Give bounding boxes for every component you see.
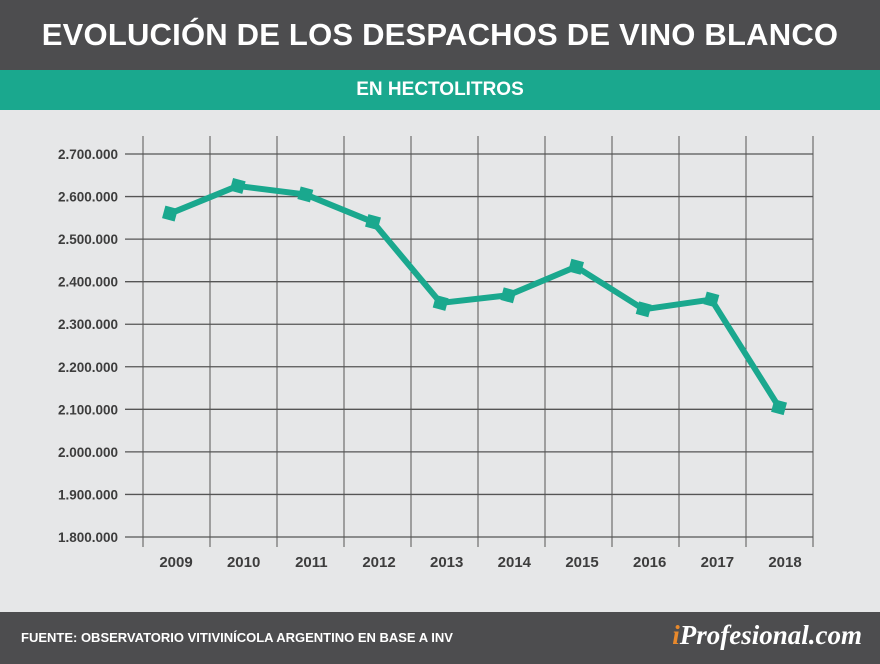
chart-area: 1.800.000 1.900.000 2.000.000 2.100.000 2.20… <box>0 110 880 612</box>
x-tick-label: 2013 <box>430 554 463 571</box>
data-point-marker <box>432 294 449 311</box>
x-tick-label: 2017 <box>701 554 734 571</box>
x-tick-label: 2009 <box>159 554 192 571</box>
y-tick-label: 2.400.000 <box>58 275 118 290</box>
brand-logo-prefix: i <box>672 620 680 650</box>
y-tick-label: 2.000.000 <box>58 445 118 460</box>
y-tick-label: 2.500.000 <box>58 232 118 247</box>
series-line <box>168 182 782 409</box>
chart-title: EVOLUCIÓN DE LOS DESPACHOS DE VINO BLANC… <box>41 17 839 52</box>
chart-subtitle: EN HECTOLITROS <box>356 79 524 100</box>
data-point-marker <box>635 301 652 318</box>
data-point-marker <box>162 205 178 222</box>
y-tick-label: 2.100.000 <box>58 402 118 417</box>
brand-logo-name: Profesional.com <box>679 620 862 650</box>
data-point-marker <box>365 214 381 231</box>
data-point-marker <box>771 399 787 416</box>
data-point-marker <box>703 291 720 308</box>
vertical-gridlines <box>142 136 814 547</box>
line-chart: 1.800.000 1.900.000 2.000.000 2.100.000 2.20… <box>58 136 814 571</box>
series-markers <box>162 177 787 416</box>
data-point-marker <box>500 287 517 304</box>
x-tick-label: 2015 <box>565 554 598 571</box>
data-point-marker <box>568 258 584 275</box>
y-tick-label: 2.300.000 <box>58 317 118 332</box>
x-tick-label: 2018 <box>768 554 801 571</box>
x-tick-label: 2014 <box>498 554 532 571</box>
horizontal-gridlines <box>125 153 813 538</box>
data-point-marker <box>229 177 246 194</box>
source-note: FUENTE: OBSERVATORIO VITIVINÍCOLA ARGENT… <box>21 630 453 645</box>
y-tick-label: 2.200.000 <box>58 360 118 375</box>
x-tick-label: 2010 <box>227 554 260 571</box>
x-tick-labels: 2009 2010 2011 2012 2013 2014 2015 2016 2017 2018 <box>159 554 801 571</box>
series-polyline <box>168 182 782 409</box>
header-bar: EVOLUCIÓN DE LOS DESPACHOS DE VINO BLANC… <box>0 0 880 70</box>
footer-bar: FUENTE: OBSERVATORIO VITIVINÍCOLA ARGENT… <box>0 612 880 664</box>
y-tick-labels: 1.800.000 1.900.000 2.000.000 2.100.000 2.20… <box>58 147 118 545</box>
x-tick-label: 2016 <box>633 554 666 571</box>
y-tick-label: 2.700.000 <box>58 147 118 162</box>
x-tick-label: 2012 <box>362 554 395 571</box>
x-tick-label: 2011 <box>295 554 328 571</box>
y-tick-label: 2.600.000 <box>58 190 118 205</box>
y-tick-label: 1.800.000 <box>58 530 118 545</box>
subheader-bar: EN HECTOLITROS <box>0 70 880 110</box>
brand-logo: iProfesional.com <box>672 620 862 651</box>
data-point-marker <box>297 186 314 203</box>
y-tick-label: 1.900.000 <box>58 487 118 502</box>
